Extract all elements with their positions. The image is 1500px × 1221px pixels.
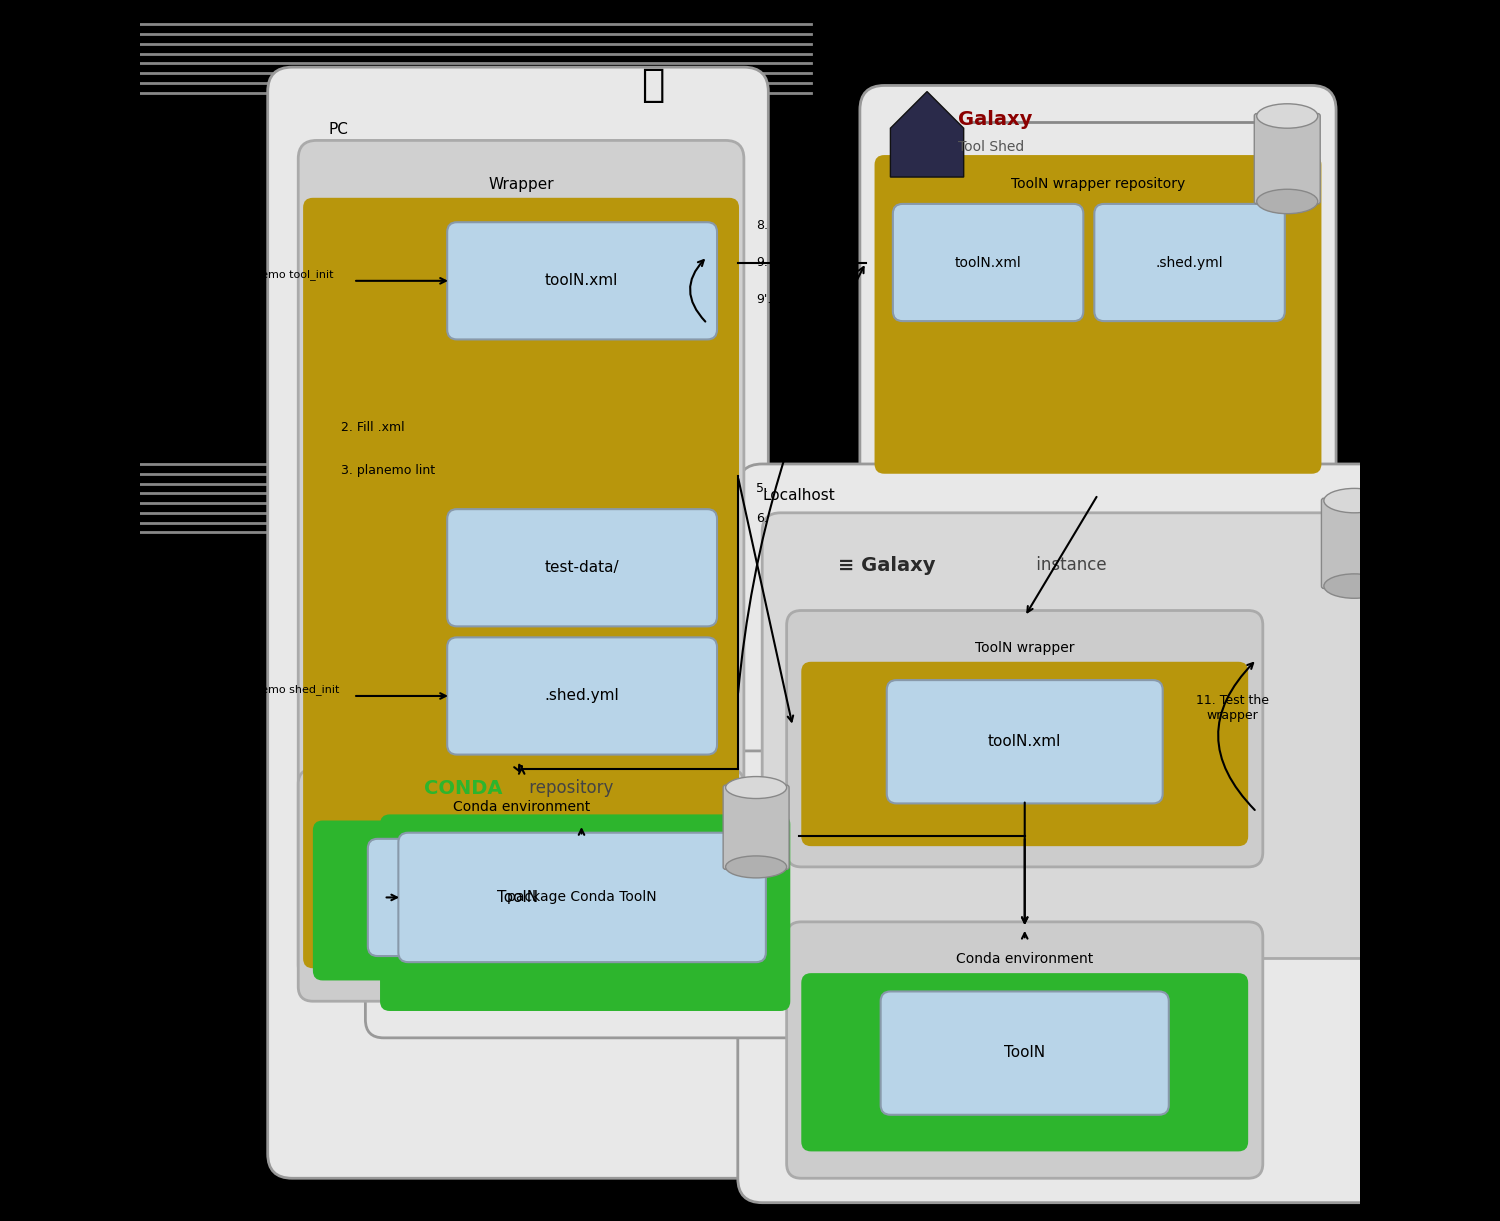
FancyBboxPatch shape: [314, 821, 729, 980]
Text: Conda environment: Conda environment: [956, 952, 1094, 966]
Text: 1.: 1.: [237, 250, 249, 263]
Text: 3. planemo lint: 3. planemo lint: [340, 464, 435, 476]
Polygon shape: [891, 92, 963, 177]
Text: ToolN wrapper repository: ToolN wrapper repository: [1011, 177, 1185, 190]
FancyBboxPatch shape: [786, 922, 1263, 1178]
Text: ToolN wrapper: ToolN wrapper: [975, 641, 1074, 654]
Ellipse shape: [726, 856, 786, 878]
Text: ToolN: ToolN: [498, 890, 538, 905]
Ellipse shape: [1257, 104, 1318, 128]
Text: toolN.xml: toolN.xml: [544, 274, 618, 288]
FancyBboxPatch shape: [399, 833, 766, 962]
Ellipse shape: [726, 777, 786, 799]
Text: instance: instance: [1030, 556, 1107, 574]
Text: 9.: 9.: [756, 256, 768, 269]
FancyBboxPatch shape: [786, 610, 1263, 867]
Text: 8.: 8.: [756, 220, 768, 232]
Text: Conda environment: Conda environment: [453, 800, 591, 813]
FancyBboxPatch shape: [366, 751, 806, 1038]
Text: .shed.yml: .shed.yml: [544, 689, 620, 703]
Text: test-data/: test-data/: [544, 560, 620, 575]
Ellipse shape: [1257, 189, 1318, 214]
FancyBboxPatch shape: [447, 637, 717, 755]
Text: 5.: 5.: [756, 482, 768, 495]
FancyBboxPatch shape: [1254, 114, 1320, 204]
FancyBboxPatch shape: [723, 785, 789, 869]
Text: PC: PC: [328, 122, 348, 137]
FancyBboxPatch shape: [298, 769, 744, 1001]
Text: toolN.xml: toolN.xml: [988, 734, 1062, 748]
Text: Wrapper: Wrapper: [489, 177, 555, 192]
FancyBboxPatch shape: [892, 204, 1083, 321]
Text: Localhost: Localhost: [762, 488, 836, 503]
Text: toolN.xml: toolN.xml: [954, 255, 1022, 270]
FancyBboxPatch shape: [886, 680, 1162, 803]
Text: CONDA: CONDA: [424, 779, 502, 799]
FancyBboxPatch shape: [368, 839, 668, 956]
Text: planemo tool_init: planemo tool_init: [237, 270, 333, 280]
FancyBboxPatch shape: [874, 155, 1322, 474]
FancyBboxPatch shape: [801, 662, 1248, 846]
FancyBboxPatch shape: [738, 464, 1428, 1203]
Text: repository: repository: [524, 779, 614, 797]
FancyBboxPatch shape: [447, 509, 717, 626]
Text: Tool Shed: Tool Shed: [957, 140, 1024, 154]
Text: 💻: 💻: [640, 66, 664, 105]
Text: 6.: 6.: [756, 513, 768, 525]
Text: 9'.: 9'.: [756, 293, 771, 305]
FancyBboxPatch shape: [298, 140, 744, 983]
FancyBboxPatch shape: [762, 513, 1402, 958]
Text: planemo shed_init: planemo shed_init: [237, 685, 339, 695]
FancyBboxPatch shape: [267, 67, 768, 1178]
Text: 2. Fill .xml: 2. Fill .xml: [340, 421, 405, 433]
Text: ≡ Galaxy: ≡ Galaxy: [839, 556, 936, 575]
FancyBboxPatch shape: [447, 222, 717, 339]
FancyBboxPatch shape: [1095, 204, 1286, 321]
Ellipse shape: [1324, 574, 1384, 598]
Text: .shed.yml: .shed.yml: [1155, 255, 1224, 270]
FancyBboxPatch shape: [1322, 498, 1388, 589]
FancyBboxPatch shape: [303, 198, 740, 968]
Ellipse shape: [1324, 488, 1384, 513]
Text: package Conda ToolN: package Conda ToolN: [507, 890, 657, 905]
Text: Galaxy: Galaxy: [957, 110, 1032, 129]
FancyBboxPatch shape: [380, 814, 790, 1011]
FancyBboxPatch shape: [801, 973, 1248, 1151]
Text: 11. Test the
wrapper: 11. Test the wrapper: [1196, 695, 1269, 722]
Text: ToolN: ToolN: [1004, 1045, 1046, 1060]
FancyBboxPatch shape: [880, 991, 1168, 1115]
FancyBboxPatch shape: [859, 85, 1336, 501]
